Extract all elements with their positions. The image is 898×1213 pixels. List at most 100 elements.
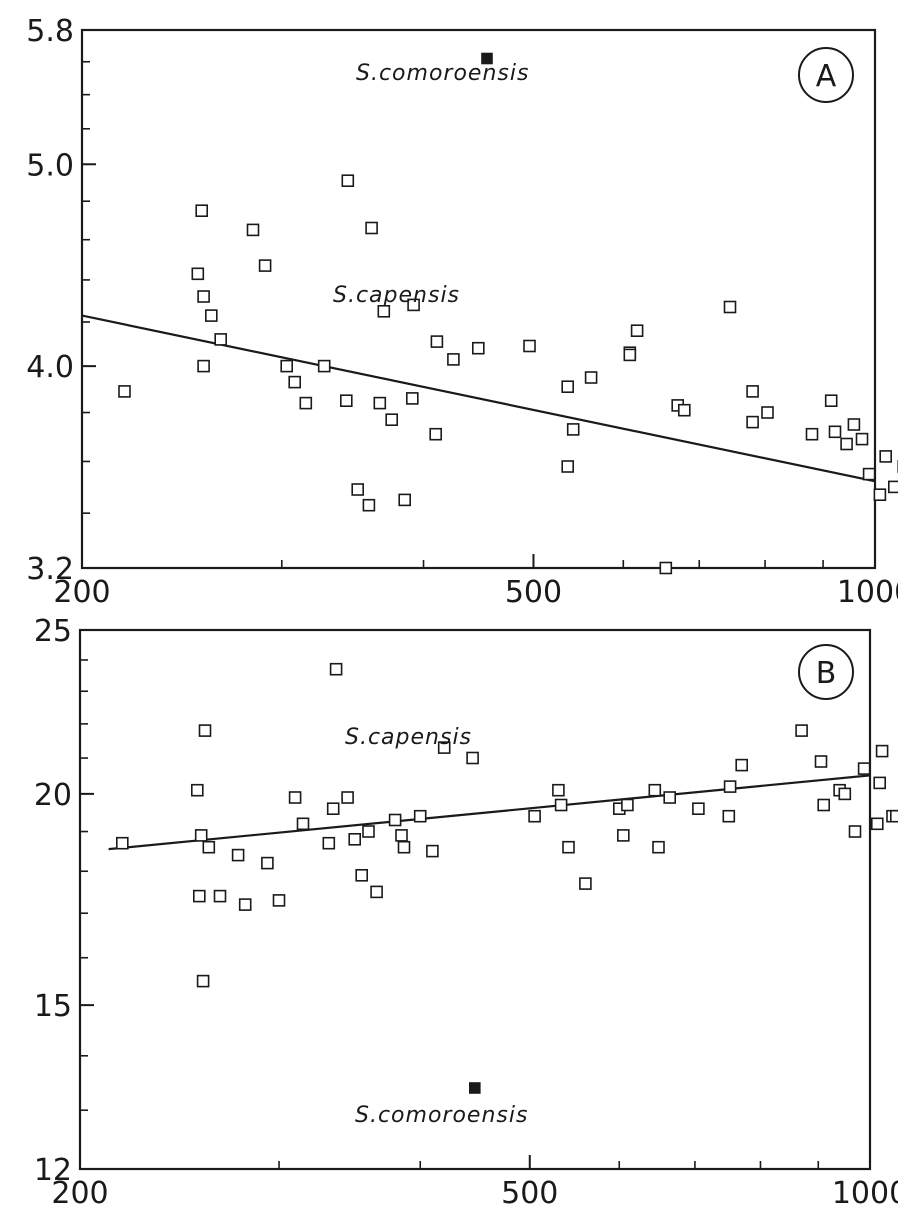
panel-b-regression-line-path bbox=[108, 774, 870, 851]
panel-a-point-capensis bbox=[197, 359, 210, 373]
panel-a-point-capensis bbox=[873, 488, 887, 502]
panel-b-point-capensis bbox=[231, 848, 245, 862]
panel-a-y-tick-label: 5.8 bbox=[26, 14, 74, 49]
panel-b-point-capensis bbox=[889, 809, 898, 823]
panel-a-x-tick-label: 1000 bbox=[837, 575, 898, 610]
panel-a-point-capensis bbox=[623, 348, 637, 362]
panel-a-point-capensis bbox=[561, 460, 575, 473]
panel-b-point-capensis bbox=[202, 840, 216, 854]
panel-b-badge-circle bbox=[798, 644, 854, 700]
panel-b-point-capensis bbox=[528, 809, 541, 823]
panel-a-point-capensis bbox=[879, 450, 893, 463]
panel-a-x-tick-label: 200 bbox=[53, 575, 110, 610]
panel-a-point-capensis bbox=[377, 304, 391, 318]
panel-a-point-capensis bbox=[341, 174, 355, 187]
panel-b-point-capensis bbox=[870, 817, 884, 831]
panel-b-point-capensis bbox=[261, 856, 274, 870]
panel-b-point-capensis bbox=[326, 802, 340, 816]
panel-b-badge: B bbox=[798, 644, 854, 700]
panel-b-point-capensis bbox=[723, 780, 737, 793]
panel-b-point-capensis bbox=[413, 809, 427, 823]
panel-a-point-capensis bbox=[761, 406, 774, 419]
panel-a-point-capensis bbox=[566, 423, 580, 436]
panel-a-point-capensis bbox=[847, 418, 861, 431]
panel-b-point-capensis bbox=[722, 809, 736, 823]
panel-b-point-capensis bbox=[322, 836, 336, 850]
panel-a-point-capensis bbox=[523, 339, 536, 353]
panel-b-point-capensis bbox=[663, 791, 677, 804]
panel-a-points bbox=[118, 52, 898, 575]
panel-b-point-capensis bbox=[857, 762, 871, 775]
panel-b-point-capensis bbox=[652, 840, 665, 854]
panel-b-point-capensis bbox=[348, 832, 362, 846]
panel-b-point-capensis bbox=[579, 877, 592, 890]
panel-b-point-capensis bbox=[426, 844, 439, 858]
panel-b-point-capensis bbox=[795, 724, 808, 737]
panel-a-point-capensis bbox=[824, 394, 838, 408]
panel-a-point-capensis bbox=[258, 259, 272, 272]
panel-a-point-capensis bbox=[723, 300, 737, 314]
panel-b-label-comoroensis: S.comoroensis bbox=[355, 1103, 528, 1128]
panel-a-point-capensis bbox=[246, 223, 260, 237]
panel-b-point-capensis bbox=[194, 829, 208, 842]
panel-a-point-capensis bbox=[471, 341, 485, 355]
panel-a-point-capensis bbox=[362, 498, 376, 512]
panel-b-point-capensis bbox=[814, 755, 828, 768]
panel-b-point-capensis bbox=[196, 974, 210, 988]
panel-b-point-capensis bbox=[817, 798, 831, 812]
panel-a-point-capensis bbox=[191, 267, 205, 281]
panel-a-y-tick-label: 5.0 bbox=[26, 148, 74, 183]
panel-a-point-capensis bbox=[118, 385, 131, 398]
panel-a-point-capensis bbox=[746, 415, 759, 429]
panel-b-point-capensis bbox=[191, 783, 204, 797]
panel-a-point-capensis bbox=[288, 375, 302, 389]
panel-b-x-tick-label: 500 bbox=[501, 1176, 558, 1211]
panel-b-point-capensis bbox=[437, 741, 451, 754]
panel-b-y-tick-label: 25 bbox=[34, 614, 72, 649]
panel-b-regression-line bbox=[108, 774, 870, 851]
panel-b-point-capensis bbox=[692, 802, 705, 816]
panel-a-point-capensis bbox=[584, 371, 598, 384]
panel-a-point-capensis bbox=[430, 335, 444, 348]
panel-a-point-capensis bbox=[805, 427, 819, 441]
panel-a-point-capensis bbox=[887, 480, 898, 494]
panel-b-x-tick-label: 200 bbox=[51, 1176, 108, 1211]
panel-b-point-capensis bbox=[238, 898, 252, 911]
panel-b-point-comoroensis bbox=[468, 1082, 481, 1094]
panel-b-y-tick-label: 15 bbox=[34, 989, 72, 1024]
panel-b-point-capensis bbox=[562, 840, 575, 854]
panel-a-point-capensis bbox=[299, 396, 313, 410]
panel-a-point-capensis bbox=[659, 561, 673, 575]
panel-a-point-capensis bbox=[317, 359, 331, 373]
panel-a-point-capensis bbox=[214, 333, 227, 346]
panel-a-point-capensis bbox=[205, 309, 218, 322]
panel-a-point-capensis bbox=[385, 413, 399, 427]
panel-a-badge: A bbox=[798, 47, 854, 103]
panel-b-point-capensis bbox=[395, 829, 408, 842]
panel-a-point-capensis bbox=[429, 427, 443, 441]
panel-a-point-capensis bbox=[407, 298, 420, 312]
panel-b-letter: B bbox=[816, 656, 837, 691]
panel-b-points bbox=[116, 662, 898, 1094]
panel-a-letter: A bbox=[816, 59, 837, 94]
panel-a-y-tick-label: 4.0 bbox=[26, 350, 74, 385]
panel-a-point-capensis bbox=[405, 392, 419, 405]
panel-b-point-capensis bbox=[466, 751, 479, 765]
panel-b-y-tick-label: 12 bbox=[34, 1153, 72, 1188]
panel-a-label-comoroensis: S.comoroensis bbox=[356, 61, 529, 86]
panel-a-point-capensis bbox=[855, 432, 869, 446]
panel-b-point-capensis bbox=[621, 798, 634, 812]
panel-b: 12 15 20 25 200 500 1000 B S.capensis S.comoro… bbox=[34, 614, 898, 1211]
panel-b-point-capensis bbox=[116, 836, 129, 850]
panel-b-point-capensis bbox=[288, 791, 302, 804]
panel-a-point-capensis bbox=[677, 403, 691, 417]
panel-b-point-capensis bbox=[362, 825, 375, 838]
panel-b-point-capensis bbox=[552, 783, 565, 797]
panel-a-regression-line-path bbox=[82, 314, 875, 483]
panel-a-point-capensis bbox=[280, 359, 294, 373]
panel-b-point-capensis bbox=[355, 868, 369, 882]
panel-b-point-capensis bbox=[616, 829, 630, 842]
panel-b-point-capensis bbox=[341, 791, 354, 804]
panel-a-point-capensis bbox=[339, 394, 353, 408]
